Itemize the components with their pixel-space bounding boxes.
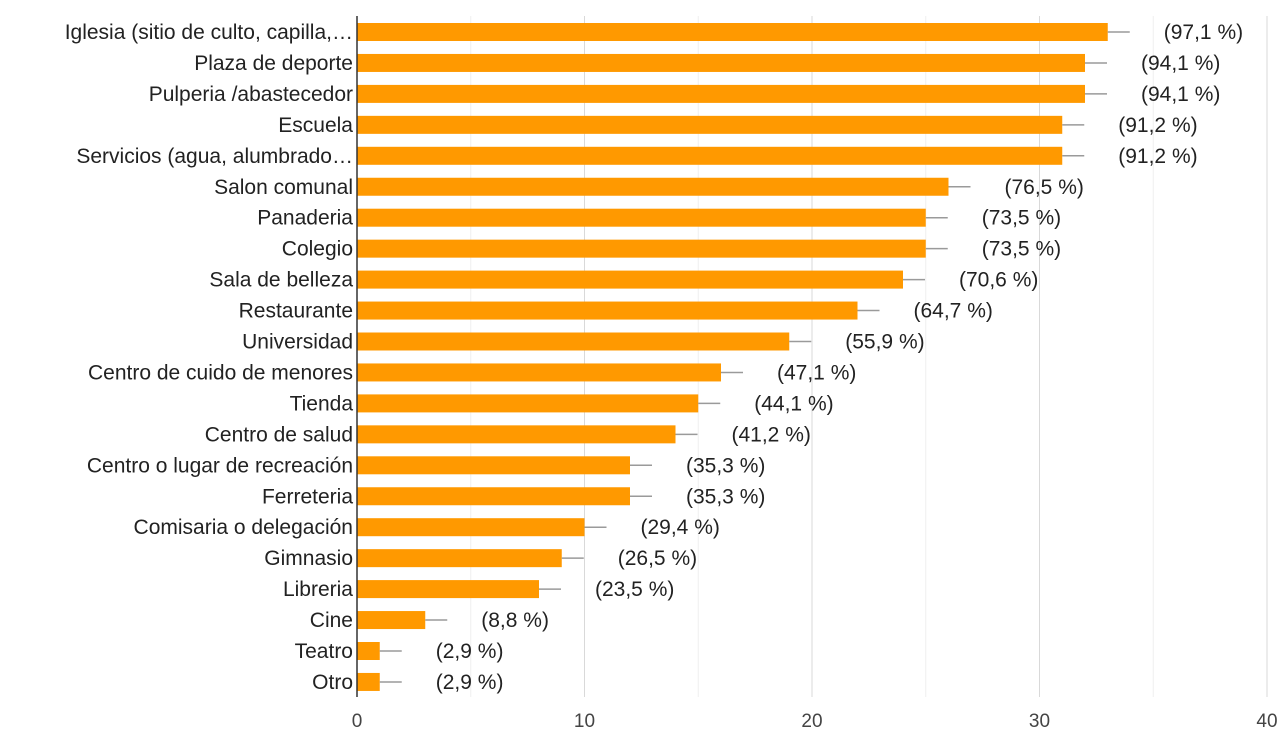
category-label: Plaza de deporte xyxy=(194,52,353,75)
data-label: (91,2 %) xyxy=(1118,145,1197,168)
category-label: Colegio xyxy=(282,238,353,261)
category-label: Comisaria o delegación xyxy=(134,516,353,539)
category-label: Restaurante xyxy=(239,300,353,323)
category-label: Iglesia (sitio de culto, capilla,… xyxy=(65,21,353,44)
x-tick-label: 10 xyxy=(574,711,595,732)
category-label: Centro o lugar de recreación xyxy=(87,454,353,477)
data-label: (70,6 %) xyxy=(959,269,1038,292)
x-tick-label: 20 xyxy=(801,711,822,732)
data-label: (55,9 %) xyxy=(845,331,924,354)
data-label: (97,1 %) xyxy=(1164,21,1243,44)
data-label: (23,5 %) xyxy=(595,578,674,601)
data-label: (47,1 %) xyxy=(777,361,856,384)
bar xyxy=(357,549,562,568)
data-label: (44,1 %) xyxy=(754,392,833,415)
bar xyxy=(357,23,1108,41)
category-label: Panaderia xyxy=(257,207,353,230)
bar xyxy=(357,208,926,227)
data-label: (76,5 %) xyxy=(1005,176,1084,199)
data-label: (73,5 %) xyxy=(982,238,1061,261)
bar xyxy=(357,53,1085,72)
bar xyxy=(357,394,699,413)
data-label: (29,4 %) xyxy=(641,516,720,539)
category-label: Libreria xyxy=(283,578,353,601)
category-label: Sala de belleza xyxy=(209,269,353,292)
data-label: (2,9 %) xyxy=(436,671,504,694)
bar xyxy=(357,363,721,382)
data-label: (94,1 %) xyxy=(1141,52,1220,75)
bar xyxy=(357,611,426,630)
category-label: Otro xyxy=(312,671,353,694)
data-label: (2,9 %) xyxy=(436,640,504,663)
bar xyxy=(357,580,539,599)
data-label: (35,3 %) xyxy=(686,485,765,508)
bar xyxy=(357,425,676,444)
bar xyxy=(357,642,380,660)
category-label: Ferreteria xyxy=(262,485,353,508)
bar xyxy=(357,301,858,320)
bar xyxy=(357,115,1063,134)
bar xyxy=(357,487,630,506)
category-label: Centro de salud xyxy=(205,423,353,446)
data-label: (41,2 %) xyxy=(732,423,811,446)
category-label: Universidad xyxy=(242,331,353,354)
data-label: (8,8 %) xyxy=(481,609,549,632)
data-label: (94,1 %) xyxy=(1141,83,1220,106)
bar xyxy=(357,177,949,196)
bar xyxy=(357,332,790,351)
bar xyxy=(357,518,585,537)
category-label: Cine xyxy=(310,609,353,632)
bar xyxy=(357,672,380,691)
data-label: (91,2 %) xyxy=(1118,114,1197,137)
bar xyxy=(357,270,903,289)
bar xyxy=(357,84,1085,103)
category-label: Servicios (agua, alumbrado… xyxy=(76,145,353,168)
category-label: Pulperia /abastecedor xyxy=(149,83,353,106)
category-label: Gimnasio xyxy=(264,547,353,570)
data-label: (73,5 %) xyxy=(982,207,1061,230)
category-label: Salon comunal xyxy=(214,176,353,199)
bar xyxy=(357,239,926,258)
data-label: (26,5 %) xyxy=(618,547,697,570)
category-label: Centro de cuido de menores xyxy=(88,361,353,384)
category-label: Tienda xyxy=(290,392,354,415)
bar xyxy=(357,456,630,475)
category-label: Escuela xyxy=(278,114,353,137)
category-label: Teatro xyxy=(295,640,353,663)
bar xyxy=(357,146,1063,165)
x-tick-label: 40 xyxy=(1256,711,1277,732)
x-tick-label: 30 xyxy=(1029,711,1050,732)
data-label: (64,7 %) xyxy=(914,300,993,323)
data-label: (35,3 %) xyxy=(686,454,765,477)
x-tick-label: 0 xyxy=(352,711,363,732)
